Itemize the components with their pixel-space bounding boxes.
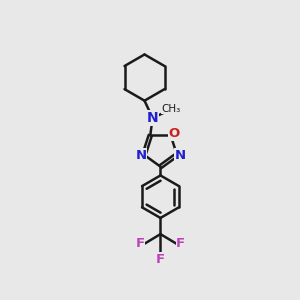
Text: N: N — [175, 149, 186, 162]
Text: CH₃: CH₃ — [161, 104, 181, 114]
Text: F: F — [156, 253, 165, 266]
Text: O: O — [169, 127, 180, 140]
Text: N: N — [136, 149, 147, 162]
Text: F: F — [176, 237, 185, 250]
Text: F: F — [136, 237, 145, 250]
Text: N: N — [147, 111, 158, 125]
